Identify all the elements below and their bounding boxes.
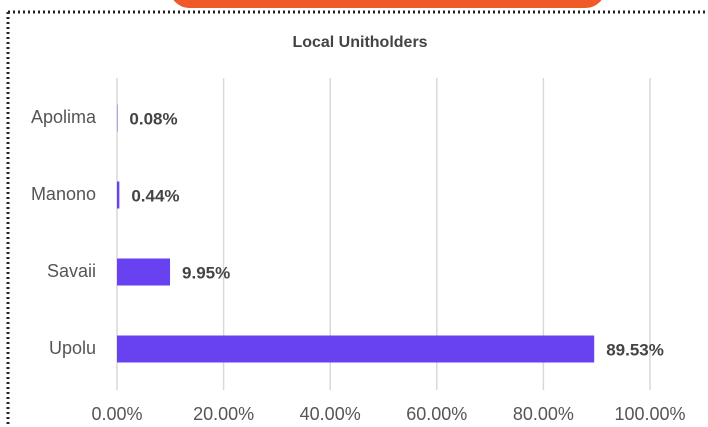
x-tick-label: 0.00% [91, 404, 142, 424]
header-tab [173, 0, 602, 8]
data-label: 0.08% [129, 109, 177, 128]
y-tick-label: Manono [31, 184, 96, 204]
bar [117, 335, 595, 363]
x-tick-label: 60.00% [406, 404, 467, 424]
x-tick-label: 20.00% [193, 404, 254, 424]
y-tick-label: Apolima [31, 107, 97, 127]
x-tick-label: 40.00% [300, 404, 361, 424]
data-label: 9.95% [182, 263, 230, 282]
bar [117, 181, 120, 209]
y-tick-label: Upolu [49, 338, 96, 358]
x-tick-label: 100.00% [614, 404, 685, 424]
data-label: 89.53% [606, 340, 664, 359]
x-tick-label: 80.00% [513, 404, 574, 424]
bar [117, 258, 171, 286]
y-tick-label: Savaii [47, 261, 96, 281]
chart-title: Local Unitholders [292, 34, 427, 51]
data-label: 0.44% [131, 186, 179, 205]
